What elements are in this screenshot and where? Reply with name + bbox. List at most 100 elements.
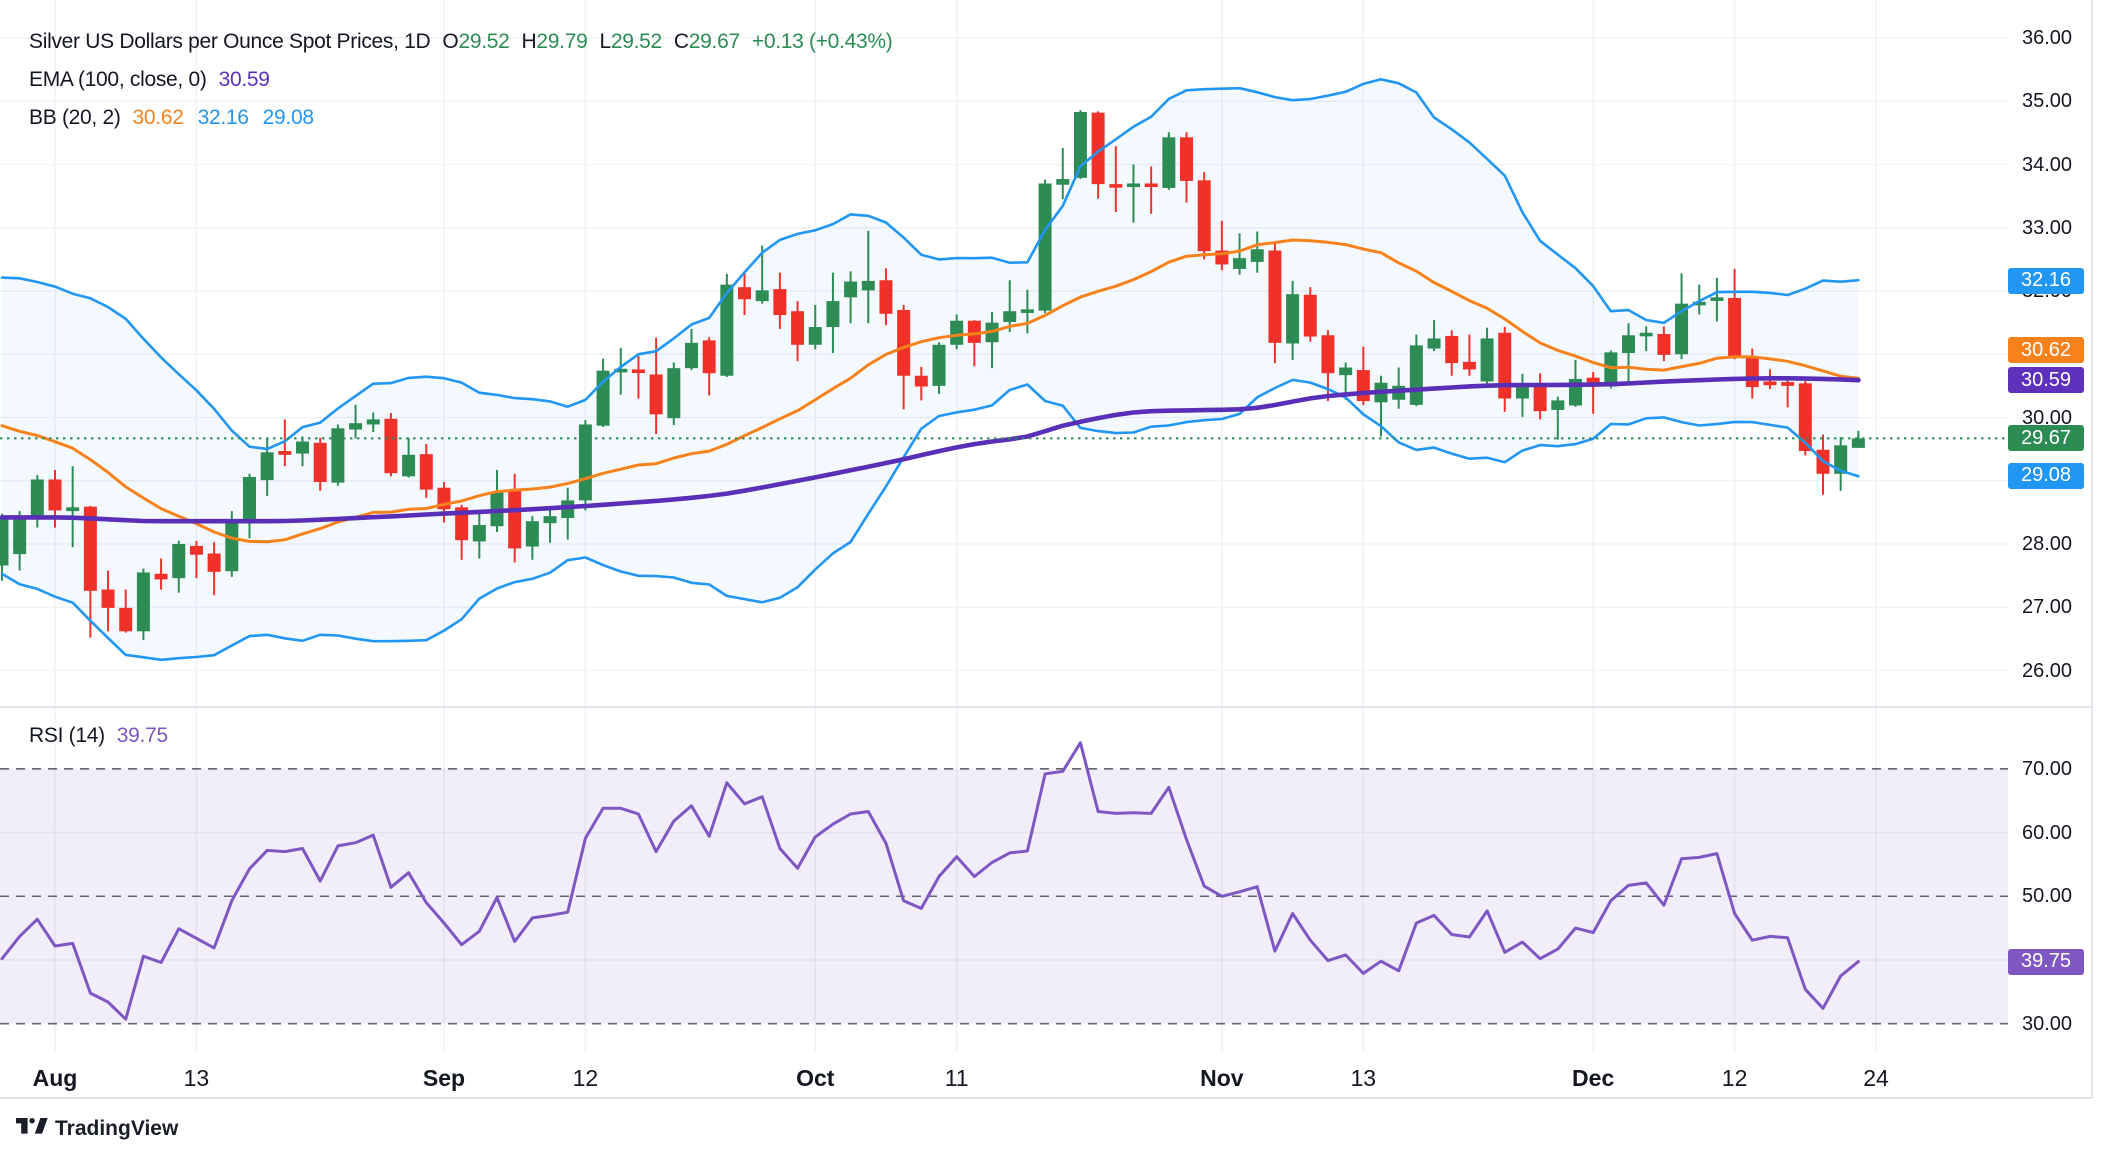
bb-legend-row[interactable]: BB (20, 2) 30.62 32.16 29.08 xyxy=(29,106,314,130)
candle-body xyxy=(1144,183,1158,188)
candle-body xyxy=(66,507,80,512)
candle-body xyxy=(932,344,946,386)
candle-body xyxy=(1356,370,1370,402)
grid-lines xyxy=(0,0,2008,1053)
price-pane[interactable] xyxy=(0,78,1865,662)
bb-basis-line xyxy=(0,238,1860,544)
last-price-badge: 29.67 xyxy=(2008,425,2084,452)
rsi-label: RSI (14) xyxy=(29,724,105,747)
ema-legend-row[interactable]: EMA (100, close, 0) 30.59 xyxy=(29,68,270,92)
ohlc-high: H29.79 xyxy=(521,30,588,53)
rsi-legend-row[interactable]: RSI (14) 39.75 xyxy=(29,724,168,748)
candle-body xyxy=(101,589,115,608)
ohlc-open: O29.52 xyxy=(442,30,510,53)
candle-body xyxy=(1798,383,1812,452)
candle-body xyxy=(1622,335,1636,353)
candle-body xyxy=(0,516,9,566)
rsi-tick-label: 60.00 xyxy=(2022,821,2073,844)
candle-body xyxy=(402,454,416,477)
candle-body xyxy=(861,280,875,291)
candle-body xyxy=(1109,184,1123,188)
candle-body xyxy=(950,320,964,345)
candle-body xyxy=(189,545,203,555)
candle-body xyxy=(1073,112,1087,178)
candle-body xyxy=(1268,250,1282,343)
change-value: +0.13 (+0.43%) xyxy=(751,30,893,53)
candle-body xyxy=(508,490,522,549)
price-tick-label: 35.00 xyxy=(2022,90,2073,113)
candle-body xyxy=(48,479,62,511)
candle-body xyxy=(83,506,97,591)
candle-body xyxy=(667,368,681,419)
candle-body xyxy=(879,280,893,314)
candle-body xyxy=(967,320,981,343)
candle-body xyxy=(154,573,168,580)
bb-upper-badge: 32.16 xyxy=(2008,267,2084,294)
price-tick-label: 26.00 xyxy=(2022,659,2073,682)
candle-body xyxy=(1498,332,1512,399)
candle-body xyxy=(1286,294,1300,344)
time-tick-day: 13 xyxy=(1350,1065,1377,1091)
bb-fill xyxy=(2,79,1859,660)
candle-body xyxy=(791,311,805,345)
main-legend-row[interactable]: Silver US Dollars per Ounce Spot Prices,… xyxy=(29,30,893,54)
price-tick-label: 36.00 xyxy=(2022,27,2073,49)
time-tick-day: 13 xyxy=(183,1065,210,1091)
price-tick-label: 33.00 xyxy=(2022,216,2073,239)
rsi-band-fill xyxy=(0,768,2008,1024)
ema-label: EMA (100, close, 0) xyxy=(29,68,207,91)
candle-body xyxy=(349,423,363,430)
bb-label: BB (20, 2) xyxy=(29,106,121,129)
candle-body xyxy=(455,507,469,541)
candle-body xyxy=(1745,357,1759,388)
candle-body xyxy=(1339,367,1353,376)
candle-body xyxy=(366,419,380,425)
candle-body xyxy=(738,287,752,300)
candle-body xyxy=(1710,297,1724,301)
candle-body xyxy=(897,309,911,376)
price-tick-label: 27.00 xyxy=(2022,596,2073,619)
candle-body xyxy=(1162,137,1176,188)
price-tick-label: 28.00 xyxy=(2022,533,2073,555)
candle-body xyxy=(1728,297,1742,357)
candle-body xyxy=(578,424,592,501)
candle-body xyxy=(1445,335,1459,364)
rsi-tick-label: 30.00 xyxy=(2022,1012,2073,1035)
time-tick-day: 12 xyxy=(1721,1065,1748,1091)
candle-body xyxy=(1233,258,1247,269)
candle-body xyxy=(1003,311,1017,322)
bb-lower-line xyxy=(0,378,1860,662)
bb-lower-badge: 29.08 xyxy=(2008,462,2084,489)
candle-body xyxy=(914,375,928,387)
candle-body xyxy=(119,607,133,632)
rsi-badge: 39.75 xyxy=(2008,948,2084,975)
candle-body xyxy=(773,289,787,316)
price-tick-label: 30.00 xyxy=(2022,406,2073,429)
candle-body xyxy=(1639,332,1653,337)
candle-body xyxy=(1533,386,1547,412)
candle-body xyxy=(331,428,345,483)
candle-body xyxy=(1427,338,1441,349)
candle-body xyxy=(684,342,698,369)
candle-body xyxy=(1038,183,1052,311)
candle-body xyxy=(1056,179,1070,185)
candle-body xyxy=(826,301,840,328)
candle-body xyxy=(1586,377,1600,386)
rsi-tick-label: 70.00 xyxy=(2022,757,2073,780)
bb-basis-badge: 30.62 xyxy=(2008,337,2084,364)
candle-body xyxy=(720,284,734,376)
time-tick-day: 12 xyxy=(572,1065,599,1091)
candle-body xyxy=(13,516,27,555)
bb-lower-value: 29.08 xyxy=(262,106,314,129)
rsi-pane[interactable] xyxy=(0,741,2008,1025)
candle-body xyxy=(1763,381,1777,386)
bb-upper-line xyxy=(0,78,1860,451)
candle-body xyxy=(472,525,486,542)
candles xyxy=(0,110,1865,641)
time-tick-month: Dec xyxy=(1572,1065,1615,1091)
candle-body xyxy=(1091,112,1105,185)
candle-body xyxy=(755,290,769,302)
candle-body xyxy=(1657,334,1671,355)
candle-body xyxy=(207,553,221,572)
